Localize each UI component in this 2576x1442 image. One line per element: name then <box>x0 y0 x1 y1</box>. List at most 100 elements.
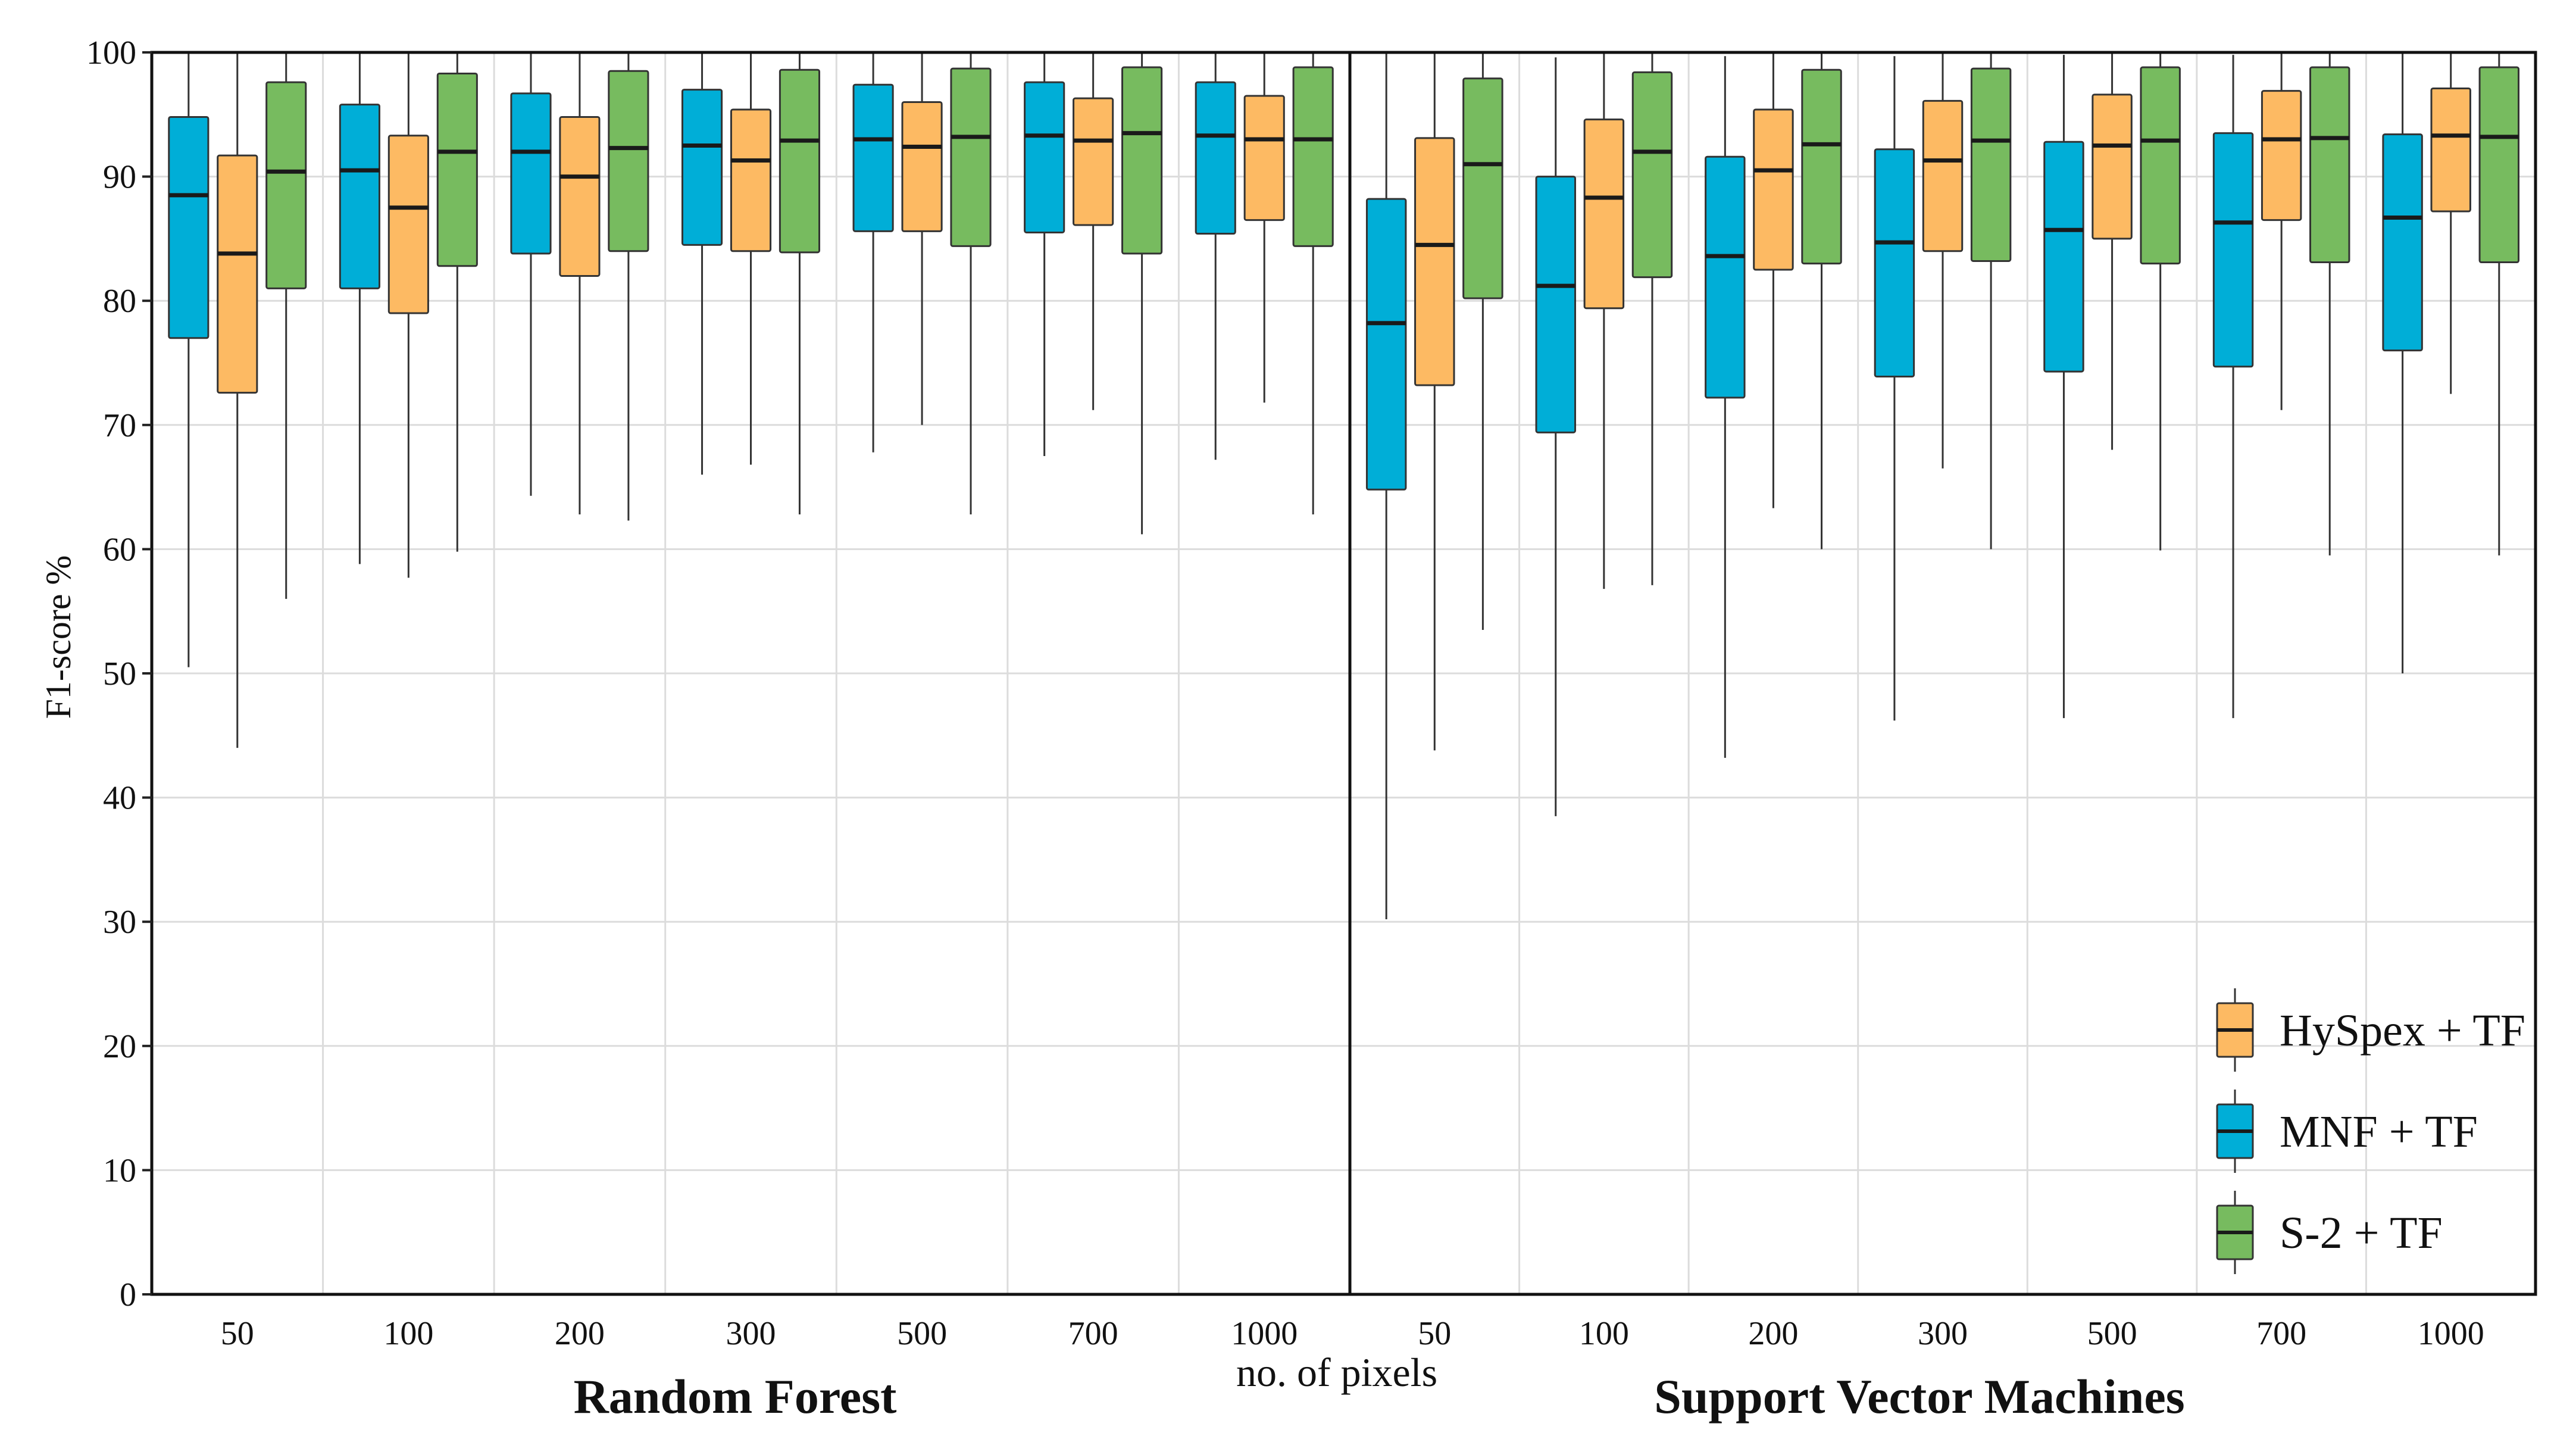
box-body <box>1874 148 1915 377</box>
box-body <box>436 72 478 267</box>
y-axis-ticks: 0 10 20 30 40 50 60 70 80 90 100 <box>86 35 152 1313</box>
box-hyspex-tf <box>1414 52 1455 751</box>
box-body <box>1195 81 1236 235</box>
box-body <box>1365 198 1407 491</box>
box-hyspex-tf <box>1753 52 1794 508</box>
box-body <box>1705 155 1746 399</box>
box-mnf-tf <box>2382 54 2423 673</box>
box-body <box>559 116 601 277</box>
box-hyspex-tf <box>387 52 429 578</box>
box-body <box>1414 137 1455 386</box>
box-s-2-tf <box>1801 52 1842 550</box>
x-tick-label: 50 <box>221 1315 254 1352</box>
box-mnf-tf <box>510 52 552 496</box>
y-tick-label: 80 <box>103 283 136 320</box>
box-body <box>681 89 723 246</box>
box-mnf-tf <box>852 52 894 452</box>
y-tick-label: 90 <box>103 159 136 196</box>
box-body <box>2261 90 2302 221</box>
box-hyspex-tf <box>2261 52 2302 410</box>
box-body <box>1073 97 1114 226</box>
box-hyspex-tf <box>1922 52 1964 469</box>
box-body <box>1292 66 1334 247</box>
box-s-2-tf <box>2309 52 2350 555</box>
box-mnf-tf <box>168 52 210 667</box>
box-s-2-tf <box>1631 52 1673 585</box>
box-body <box>339 104 380 289</box>
box-body <box>1631 71 1673 279</box>
legend: HySpex + TF MNF + TF S-2 + TF <box>2216 988 2525 1274</box>
box-mnf-tf <box>1024 52 1065 456</box>
box-hyspex-tf <box>730 52 772 465</box>
box-s-2-tf <box>265 52 307 599</box>
x-tick-label: 500 <box>2087 1315 2137 1352</box>
y-tick-label: 30 <box>103 904 136 941</box>
box-s-2-tf <box>2140 52 2181 551</box>
box-body <box>265 81 307 289</box>
x-tick-label: 500 <box>897 1315 947 1352</box>
box-body <box>779 68 821 254</box>
box-hyspex-tf <box>2092 52 2133 450</box>
y-tick-label: 100 <box>86 35 136 71</box>
box-body <box>1970 67 2012 262</box>
x-tick-label: 700 <box>2256 1315 2306 1352</box>
box-mnf-tf <box>1874 56 1915 721</box>
box-s-2-tf <box>436 52 478 552</box>
x-tick-label: 1000 <box>2418 1315 2484 1352</box>
box-body <box>2092 93 2133 240</box>
x-tick-label: 300 <box>726 1315 776 1352</box>
box-hyspex-tf <box>1243 52 1285 403</box>
y-tick-label: 0 <box>120 1276 136 1313</box>
x-tick-label: 100 <box>383 1315 433 1352</box>
x-tick-label: 300 <box>1918 1315 1968 1352</box>
box-hyspex-tf <box>2430 52 2471 394</box>
y-tick-label: 50 <box>103 656 136 692</box>
box-s-2-tf <box>2478 52 2520 555</box>
box-body <box>2212 132 2254 368</box>
grid-lines <box>152 52 2536 1294</box>
legend-label: S-2 + TF <box>2280 1208 2443 1258</box>
x-tick-label: 200 <box>555 1315 605 1352</box>
box-body <box>950 67 992 247</box>
legend-label: MNF + TF <box>2280 1107 2478 1157</box>
box-s-2-tf <box>1121 52 1163 535</box>
box-body <box>1462 77 1503 299</box>
box-body <box>1801 68 1842 265</box>
box-body <box>901 101 943 232</box>
box-mnf-tf <box>2212 55 2254 719</box>
legend-label: HySpex + TF <box>2280 1006 2525 1056</box>
box-s-2-tf <box>1292 52 1334 514</box>
x-tick-label: 100 <box>1579 1315 1629 1352</box>
box-body <box>217 154 258 394</box>
x-tick-label: 200 <box>1748 1315 1798 1352</box>
y-tick-label: 40 <box>103 780 136 817</box>
box-hyspex-tf <box>1073 52 1114 410</box>
box-s-2-tf <box>608 52 649 521</box>
box-body <box>1753 108 1794 271</box>
box-body <box>1922 99 1964 252</box>
legend-item: MNF + TF <box>2216 1090 2478 1173</box>
box-body <box>730 108 772 252</box>
box-mnf-tf <box>1365 52 1407 920</box>
box-body <box>1024 81 1065 233</box>
panel-title-random-forest: Random Forest <box>574 1369 897 1424</box>
box-mnf-tf <box>681 52 723 475</box>
x-axis-label: no. of pixels <box>1236 1350 1437 1395</box>
box-s-2-tf <box>950 52 992 514</box>
box-body <box>608 70 649 252</box>
x-tick-label: 50 <box>1418 1315 1451 1352</box>
panel-title-support-vector-machines: Support Vector Machines <box>1654 1369 2184 1424</box>
box-hyspex-tf <box>217 52 258 748</box>
x-tick-label: 1000 <box>1231 1315 1298 1352</box>
box-body <box>2478 66 2520 264</box>
box-s-2-tf <box>1462 52 1503 630</box>
box-marks <box>168 52 2520 920</box>
box-body <box>2382 133 2423 352</box>
box-hyspex-tf <box>901 52 943 425</box>
legend-item: S-2 + TF <box>2216 1191 2443 1274</box>
box-mnf-tf <box>1195 52 1236 460</box>
box-body <box>2430 87 2471 213</box>
box-body <box>168 116 210 339</box>
